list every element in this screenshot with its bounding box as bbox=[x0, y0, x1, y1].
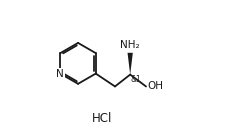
Text: &1: &1 bbox=[130, 75, 141, 84]
Text: HCl: HCl bbox=[91, 112, 112, 125]
Text: OH: OH bbox=[147, 81, 163, 91]
Text: N: N bbox=[56, 69, 64, 79]
Text: NH₂: NH₂ bbox=[120, 39, 139, 50]
Polygon shape bbox=[127, 53, 132, 75]
